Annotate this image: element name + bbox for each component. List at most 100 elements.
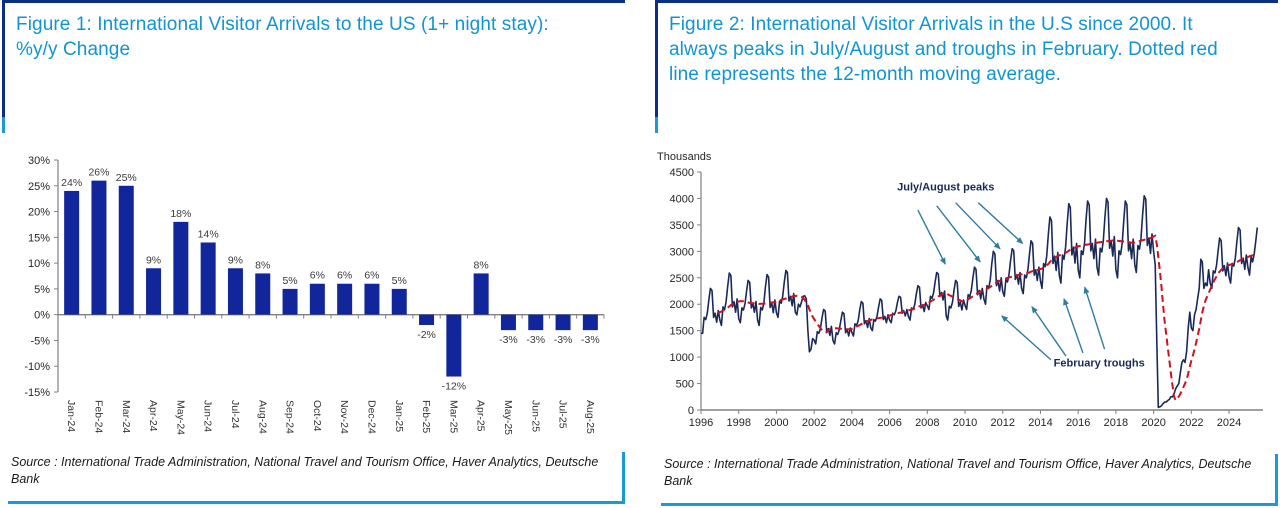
- figure2-panel: Figure 2: International Visitor Arrivals…: [655, 0, 1278, 506]
- figure2-bottom-border: [661, 503, 1278, 506]
- bar-Jul-24: [227, 268, 243, 315]
- svg-text:Mar-25: Mar-25: [447, 400, 459, 433]
- monthly-arrivals-line: [701, 194, 1259, 409]
- svg-text:Jul-25: Jul-25: [557, 400, 569, 429]
- fig1-axes: 30% 25% 20% 15% 10% 5% 0% -5% -10% -15%: [24, 155, 605, 399]
- bar-Mar-25: [446, 314, 462, 377]
- svg-text:1500: 1500: [670, 326, 694, 338]
- moving-average-line: [717, 234, 1258, 403]
- svg-text:Oct-24: Oct-24: [311, 400, 323, 432]
- svg-text:1000: 1000: [670, 352, 694, 364]
- svg-text:Jun-24: Jun-24: [202, 400, 214, 432]
- svg-text:9%: 9%: [228, 254, 243, 266]
- svg-text:Aug-24: Aug-24: [256, 400, 268, 434]
- svg-text:6%: 6%: [310, 270, 325, 282]
- svg-text:-3%: -3%: [526, 334, 545, 346]
- figure1-title-left-border: [2, 0, 5, 133]
- svg-text:-15%: -15%: [24, 387, 50, 399]
- svg-text:10%: 10%: [28, 258, 50, 270]
- figure1-right-border: [622, 452, 625, 504]
- svg-text:Thousands: Thousands: [657, 151, 712, 163]
- figure1-bar-chart: 30% 25% 20% 15% 10% 5% 0% -5% -10% -15% 24% Jan-24 2…: [6, 146, 610, 450]
- svg-text:Sep-24: Sep-24: [284, 400, 296, 434]
- figure2-top-border: [655, 0, 1278, 3]
- svg-text:Feb-25: Feb-25: [420, 400, 432, 433]
- svg-text:14%: 14%: [198, 228, 219, 240]
- svg-text:25%: 25%: [116, 172, 137, 184]
- svg-text:-2%: -2%: [417, 329, 436, 341]
- svg-text:Jan-24: Jan-24: [65, 400, 77, 432]
- bar-Nov-24: [337, 283, 353, 315]
- svg-text:3500: 3500: [670, 220, 694, 232]
- svg-text:2010: 2010: [953, 417, 977, 429]
- svg-text:6%: 6%: [337, 270, 352, 282]
- svg-text:-3%: -3%: [581, 334, 600, 346]
- figure2-right-border: [1275, 454, 1278, 506]
- svg-text:6%: 6%: [364, 270, 379, 282]
- svg-text:2014: 2014: [1028, 417, 1052, 429]
- fig1-bars: 24% Jan-24 26% Feb-24 25% Mar-24 9% Apr-24 18% Ma…: [61, 167, 600, 436]
- svg-text:Dec-24: Dec-24: [365, 400, 377, 434]
- svg-text:2018: 2018: [1104, 417, 1128, 429]
- svg-text:July/August peaks: July/August peaks: [897, 182, 994, 194]
- svg-text:4500: 4500: [670, 167, 694, 179]
- svg-text:1998: 1998: [726, 417, 750, 429]
- bar-Dec-24: [364, 283, 380, 315]
- svg-text:2008: 2008: [915, 417, 939, 429]
- svg-text:Jul-24: Jul-24: [229, 400, 241, 429]
- bar-Jun-24: [200, 242, 216, 315]
- figure2-source: Source : International Trade Administrat…: [664, 457, 1252, 489]
- svg-text:Jun-25: Jun-25: [529, 400, 541, 432]
- figure2-line-chart: Thousands 0 500 1000 1500 2000 2500 3000 3500 400…: [655, 148, 1275, 440]
- svg-text:Jan-25: Jan-25: [393, 400, 405, 432]
- svg-text:2016: 2016: [1066, 417, 1090, 429]
- bar-Feb-25: [419, 314, 435, 325]
- bar-Jan-25: [391, 288, 407, 315]
- svg-text:-12%: -12%: [442, 381, 467, 393]
- bar-Apr-24: [146, 268, 162, 315]
- svg-text:February troughs: February troughs: [1054, 358, 1145, 370]
- svg-text:500: 500: [676, 379, 694, 391]
- svg-text:-10%: -10%: [24, 361, 50, 373]
- figure1-bottom-border: [8, 501, 625, 504]
- svg-text:18%: 18%: [170, 208, 191, 220]
- bar-Aug-25: [582, 314, 598, 331]
- svg-text:9%: 9%: [146, 254, 161, 266]
- svg-text:8%: 8%: [474, 259, 489, 271]
- svg-text:1996: 1996: [689, 417, 713, 429]
- svg-text:8%: 8%: [255, 259, 270, 271]
- svg-text:0%: 0%: [34, 310, 50, 322]
- svg-text:2002: 2002: [802, 417, 826, 429]
- bar-May-25: [500, 314, 516, 331]
- bar-Oct-24: [309, 283, 325, 315]
- svg-text:5%: 5%: [282, 275, 297, 287]
- svg-text:2006: 2006: [877, 417, 901, 429]
- svg-text:2012: 2012: [991, 417, 1015, 429]
- svg-text:2022: 2022: [1179, 417, 1203, 429]
- svg-text:Nov-24: Nov-24: [338, 400, 350, 434]
- svg-text:May-25: May-25: [502, 400, 514, 435]
- bar-Feb-24: [91, 180, 107, 315]
- figure2-title-left-border: [655, 0, 658, 133]
- bar-Jul-25: [555, 314, 571, 331]
- fig2-annotations: July/August peaks February troughs: [897, 182, 1145, 370]
- bar-Aug-24: [255, 273, 271, 315]
- svg-text:Apr-24: Apr-24: [147, 400, 159, 432]
- svg-text:15%: 15%: [28, 232, 50, 244]
- svg-text:Mar-24: Mar-24: [120, 400, 132, 433]
- figure2-line-chart-svg: Thousands 0 500 1000 1500 2000 2500 3000 3500 400…: [657, 151, 1263, 429]
- svg-text:0: 0: [688, 405, 694, 417]
- bar-Jun-25: [528, 314, 544, 331]
- fig2-series: [701, 194, 1259, 409]
- svg-text:Feb-24: Feb-24: [92, 400, 104, 433]
- figure1-bar-chart-svg: 30%25%20%15%10%5%0%-5%-10%-15%24%Jan-242…: [24, 155, 605, 436]
- bar-Apr-25: [473, 273, 489, 315]
- fig2-axes: Thousands 0 500 1000 1500 2000 2500 3000 3500 400…: [657, 151, 1263, 429]
- bar-Jan-24: [64, 190, 80, 315]
- svg-text:24%: 24%: [61, 177, 82, 189]
- figure2-title: Figure 2: International Visitor Arrivals…: [669, 14, 1218, 86]
- svg-text:26%: 26%: [88, 167, 109, 179]
- svg-text:30%: 30%: [28, 155, 50, 167]
- svg-text:-5%: -5%: [30, 335, 50, 347]
- svg-text:2000: 2000: [670, 299, 694, 311]
